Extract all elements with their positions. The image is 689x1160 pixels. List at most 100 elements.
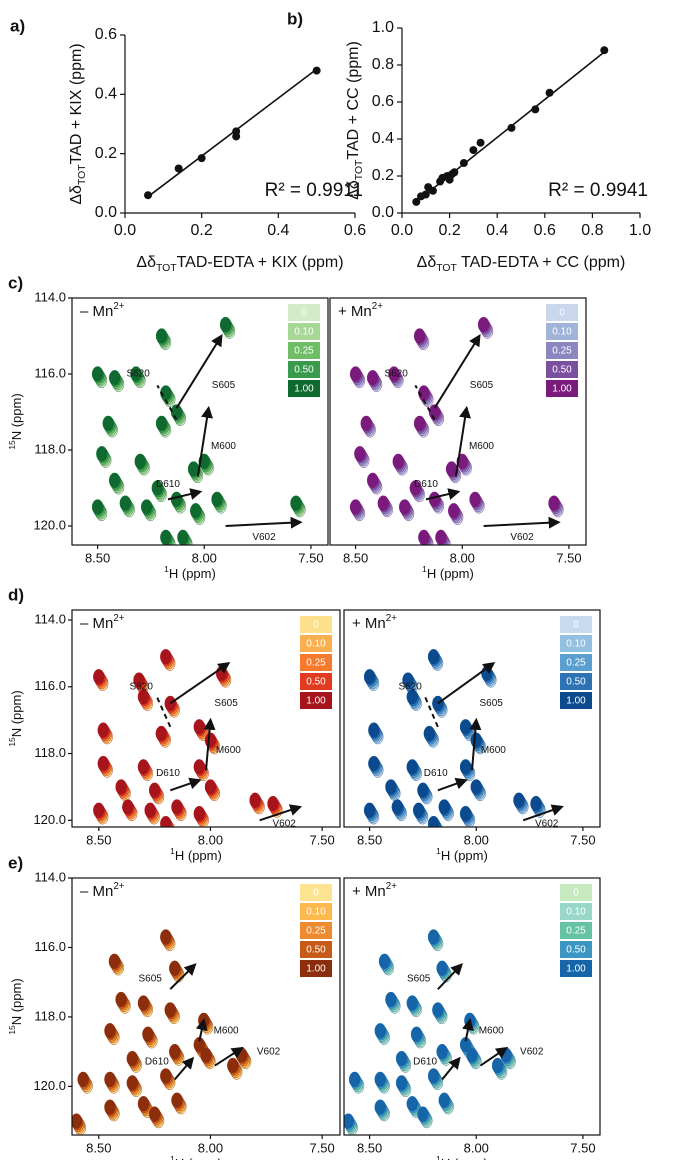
peak [290, 495, 302, 511]
peak [122, 799, 134, 815]
y-tick-label: 114.0 [34, 611, 66, 626]
spectrum-title-part: + Mn [338, 303, 372, 320]
legend-label: 1.00 [306, 964, 326, 975]
peak [413, 328, 426, 344]
point [144, 191, 152, 200]
annotation-arrow [454, 405, 471, 477]
annotation-label: D610 [156, 768, 180, 779]
peak [402, 672, 414, 688]
y-axis-label: 15N (ppm) [7, 690, 24, 746]
peak [211, 491, 223, 508]
annotation-arrow [441, 1056, 461, 1081]
legend-label: 0.25 [566, 926, 586, 937]
peak [93, 669, 105, 685]
point [469, 146, 478, 155]
x-axis-label-part: Δδ [136, 254, 156, 271]
annotation-label: D610 [156, 479, 180, 490]
annotation-label: M600 [481, 745, 506, 756]
annotation-arrow [259, 804, 303, 822]
legend-label: 1.00 [552, 384, 572, 395]
annotation-arrow [414, 384, 436, 421]
point [507, 123, 516, 132]
annotation-label: D610 [145, 1057, 169, 1068]
peak [249, 792, 261, 808]
peak [126, 1075, 139, 1091]
y-tick-label: 120.0 [33, 517, 66, 532]
spectrum-title: – Mn2+ [80, 881, 125, 900]
legend-label: 0.25 [552, 346, 572, 357]
y-tick-label: 116.0 [34, 678, 66, 693]
peak [96, 446, 108, 462]
x-tick-label: 1.0 [629, 222, 651, 239]
legend-label: 0.10 [552, 327, 572, 338]
legend-label: 0 [313, 620, 319, 631]
peak [427, 929, 440, 945]
peak [417, 1106, 429, 1122]
x-axis-label-part: Δδ [417, 254, 437, 271]
peak [97, 755, 109, 772]
point [428, 186, 437, 195]
peak [530, 795, 542, 812]
legend-swatch [560, 922, 592, 939]
spectrum [93, 649, 283, 827]
peak [169, 1043, 181, 1060]
x-tick-label: 8.50 [86, 832, 111, 847]
point [232, 132, 241, 141]
x-tick-label: 8.50 [357, 1140, 382, 1155]
peak [169, 960, 181, 976]
y-axis-label-part: TOT [77, 164, 88, 185]
y-axis-label: ΔδTOTTAD + CC (ppm) [345, 41, 365, 200]
spectrum-title-part: 2+ [386, 881, 397, 892]
peak [160, 1068, 172, 1084]
annotation-arrow [469, 717, 482, 771]
x-tick-label: 7.50 [309, 1140, 334, 1155]
y-axis-label: ΔδTOTTAD + KIX (ppm) [68, 43, 88, 204]
annotation-label: D610 [413, 1057, 437, 1068]
panel-label: c) [8, 273, 23, 292]
peak [190, 503, 202, 519]
spectrum-title-part: + Mn [352, 615, 386, 632]
y-tick-label: 0.0 [95, 204, 117, 221]
r-squared: R² = 0.9941 [548, 180, 648, 201]
peak [395, 1050, 408, 1067]
annotation-arrow [169, 662, 231, 705]
x-axis-label-part: H (ppm) [427, 566, 474, 581]
y-axis-label-part: TAD + KIX (ppm) [68, 43, 85, 164]
peak [104, 1023, 116, 1039]
x-axis-label-part: H (ppm) [175, 1156, 222, 1160]
x-tick-label: 0.0 [114, 222, 136, 239]
x-tick-label: 7.50 [298, 550, 323, 565]
annotation-label: V602 [272, 818, 296, 829]
peak [133, 672, 145, 688]
legend-label: 0.25 [294, 346, 314, 357]
legend-label: 0.10 [566, 639, 586, 650]
peak [406, 689, 418, 705]
spectrum-title: – Mn2+ [80, 301, 125, 320]
annotation-label: D610 [414, 479, 438, 490]
frame [329, 297, 587, 546]
peak [134, 453, 146, 470]
x-tick-label: 0.6 [344, 222, 366, 239]
peak [142, 1026, 154, 1042]
peak [391, 799, 404, 815]
x-axis-label-part: 1 [436, 846, 441, 856]
annotation-label: S620 [126, 369, 150, 380]
legend-label: 0.10 [294, 327, 314, 338]
x-tick-label: 8.50 [86, 1140, 111, 1155]
legend-swatch [560, 673, 592, 690]
legend-swatch [560, 616, 592, 633]
legend-swatch [300, 673, 332, 690]
peak [491, 1057, 504, 1074]
peak [406, 1096, 418, 1112]
legend-swatch [546, 380, 578, 397]
peak [193, 719, 206, 735]
x-axis-label: ΔδTOT TAD-EDTA + CC (ppm) [417, 254, 626, 274]
panel-label: e) [8, 853, 23, 872]
peak [388, 366, 400, 382]
x-axis-label: 1H (ppm) [164, 564, 216, 581]
legend-label: 0.50 [306, 677, 326, 688]
x-tick-label: 8.00 [192, 550, 217, 565]
x-axis-label: 1H (ppm) [436, 846, 488, 863]
legend-swatch [560, 903, 592, 920]
peak [108, 370, 121, 386]
